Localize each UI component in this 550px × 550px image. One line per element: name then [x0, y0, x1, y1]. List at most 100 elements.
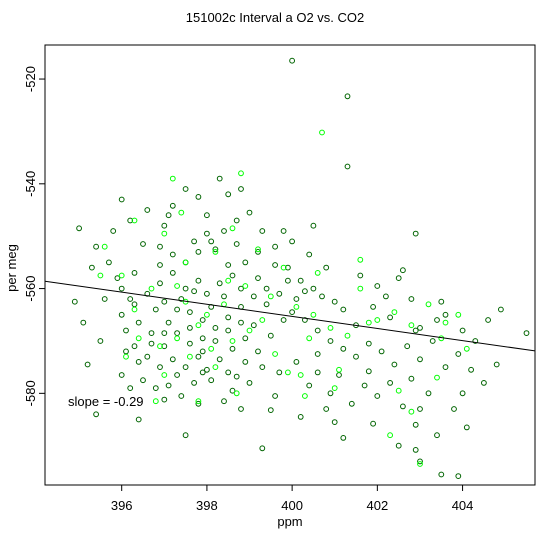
- data-point: [174, 283, 181, 289]
- data-point: [370, 304, 377, 310]
- data-point: [344, 332, 351, 339]
- data-point: [135, 319, 142, 326]
- data-point: [425, 301, 432, 308]
- data-point: [455, 473, 462, 480]
- data-point: [161, 330, 168, 337]
- data-point: [455, 351, 462, 357]
- data-point: [434, 432, 440, 439]
- data-point: [169, 270, 176, 276]
- data-point: [204, 311, 210, 318]
- data-point: [118, 372, 125, 378]
- data-point: [204, 366, 210, 373]
- data-point: [229, 272, 236, 279]
- data-point: [395, 275, 402, 282]
- data-point: [455, 311, 462, 318]
- data-point: [408, 375, 415, 382]
- data-point: [276, 369, 283, 376]
- data-point: [174, 372, 181, 378]
- data-point: [118, 196, 125, 203]
- data-point: [425, 390, 432, 397]
- data-point: [71, 298, 78, 305]
- data-point: [144, 207, 151, 213]
- data-point: [319, 293, 325, 300]
- data-point: [165, 382, 172, 389]
- data-point: [178, 393, 185, 399]
- data-point: [331, 298, 338, 305]
- data-point: [374, 317, 381, 323]
- data-point: [123, 327, 129, 334]
- data-point: [187, 325, 193, 331]
- data-point: [195, 194, 202, 200]
- data-point: [263, 301, 270, 308]
- data-point: [212, 325, 219, 331]
- data-point: [118, 311, 125, 318]
- data-point: [357, 272, 364, 279]
- y-tick-label: -520: [23, 66, 38, 92]
- data-point: [323, 406, 330, 412]
- data-point: [127, 385, 134, 392]
- data-point: [259, 228, 266, 234]
- data-point: [169, 175, 176, 182]
- data-point: [310, 285, 317, 292]
- data-point: [417, 325, 423, 331]
- data-point: [246, 327, 253, 334]
- data-point: [204, 230, 210, 237]
- data-point: [404, 343, 411, 350]
- data-point: [182, 186, 189, 192]
- data-point: [140, 241, 146, 247]
- data-point: [408, 322, 415, 329]
- data-point: [161, 222, 168, 229]
- data-point: [408, 408, 415, 415]
- data-point: [306, 335, 313, 342]
- data-point: [178, 296, 185, 302]
- data-point: [225, 277, 232, 284]
- data-point: [148, 340, 155, 347]
- x-tick-label: 402: [366, 498, 388, 513]
- data-point: [259, 317, 266, 323]
- data-point: [233, 373, 240, 380]
- data-point: [280, 317, 287, 323]
- data-point: [434, 374, 440, 381]
- data-point: [135, 335, 142, 342]
- data-point: [76, 225, 82, 232]
- data-point: [242, 283, 249, 289]
- data-point: [195, 322, 202, 329]
- data-point: [293, 359, 300, 365]
- data-point: [195, 277, 202, 284]
- data-point: [152, 385, 159, 392]
- data-point: [395, 387, 402, 394]
- data-point: [216, 356, 223, 363]
- data-point: [523, 330, 530, 337]
- data-point: [485, 317, 492, 323]
- data-point: [221, 228, 227, 234]
- data-point: [412, 447, 419, 453]
- data-point: [463, 345, 470, 352]
- data-point: [174, 335, 181, 342]
- data-point: [182, 432, 189, 439]
- data-point: [365, 368, 372, 375]
- data-point: [498, 306, 504, 313]
- data-point: [412, 327, 419, 334]
- data-point: [169, 251, 176, 258]
- data-point: [216, 175, 223, 182]
- data-point: [395, 442, 402, 449]
- data-point: [255, 348, 261, 355]
- data-point: [169, 202, 176, 209]
- data-point: [208, 377, 215, 384]
- data-point: [417, 458, 423, 465]
- data-point: [357, 285, 364, 292]
- data-point: [429, 338, 436, 344]
- data-point: [365, 340, 372, 347]
- data-point: [250, 293, 257, 300]
- data-point: [191, 238, 198, 245]
- data-point: [353, 353, 359, 360]
- data-point: [319, 129, 325, 136]
- data-point: [242, 335, 249, 342]
- data-point: [225, 314, 232, 321]
- data-point: [481, 380, 487, 386]
- data-point: [400, 403, 406, 410]
- data-point: [285, 264, 291, 271]
- data-point: [131, 343, 138, 350]
- data-point: [408, 296, 415, 302]
- data-point: [148, 330, 155, 337]
